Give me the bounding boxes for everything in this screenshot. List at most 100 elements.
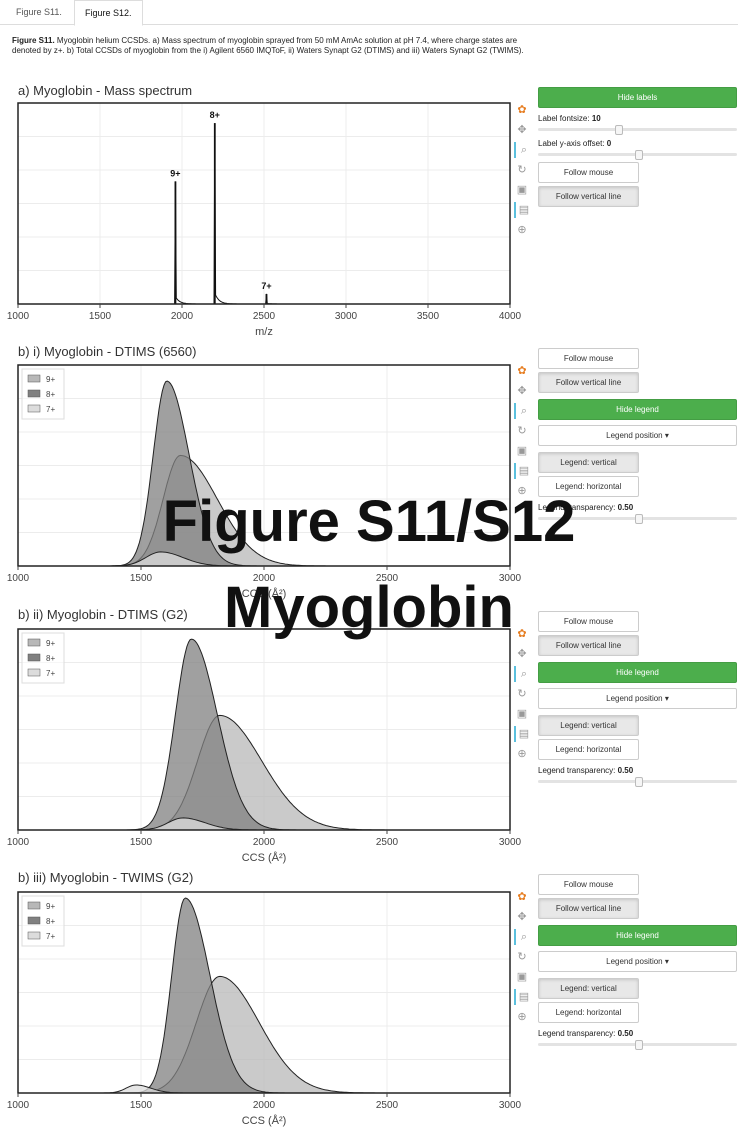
legend-horizontal-button[interactable]: Legend: horizontal (538, 739, 639, 760)
hide-labels-button[interactable]: Hide labels (538, 87, 737, 108)
label-fontsize-slider[interactable] (538, 125, 737, 135)
caption-text: Myoglobin helium CCSDs. a) Mass spectrum… (12, 36, 524, 55)
follow-vertical-line-button[interactable]: Follow vertical line (538, 898, 639, 919)
toolbar-b2: ✿ ✥ ⌕ ↻ ▣ ▤ ⊕ (512, 624, 532, 766)
pan-icon[interactable]: ✥ (517, 648, 527, 660)
legend-swatch (27, 374, 41, 383)
tab-figure-s12[interactable]: Figure S12. (74, 0, 143, 26)
legend: 9+ 8+ 7+ (21, 632, 65, 684)
legend-position-dropdown[interactable]: Legend position ▾ (538, 425, 737, 446)
follow-mouse-button[interactable]: Follow mouse (538, 874, 639, 895)
zoom-icon[interactable]: ⌕ (514, 929, 532, 945)
follow-mouse-button[interactable]: Follow mouse (538, 162, 639, 183)
x-tick-label: 2000 (171, 311, 194, 322)
toolbar-b3: ✿ ✥ ⌕ ↻ ▣ ▤ ⊕ (512, 887, 532, 1029)
peak-label: 9+ (170, 168, 180, 178)
legend-transparency-label: Legend transparency: 0.50 (538, 503, 737, 512)
crosshair-icon[interactable]: ⊕ (517, 1011, 527, 1023)
chart-title-b1: b) i) Myoglobin - DTIMS (6560) (18, 344, 197, 359)
x-tick-label: 1000 (7, 311, 30, 322)
mass-spectrum-chart[interactable]: 9+ 8+ 7+ 1000 1500 2000 2500 3000 3500 4000 m/z (0, 98, 530, 340)
legend-label: 8+ (46, 390, 55, 399)
zoom-icon[interactable]: ⌕ (514, 666, 532, 682)
color-wheel-icon[interactable]: ✿ (517, 104, 527, 116)
reset-icon[interactable]: ↻ (517, 164, 527, 176)
hover-icon[interactable]: ▤ (514, 202, 532, 218)
hide-legend-button[interactable]: Hide legend (538, 399, 737, 420)
legend-transparency-slider[interactable] (538, 514, 737, 524)
x-tick-label: 4000 (499, 311, 522, 322)
legend: 9+ 8+ 7+ (21, 895, 65, 947)
crosshair-icon[interactable]: ⊕ (517, 485, 527, 497)
follow-mouse-button[interactable]: Follow mouse (538, 611, 639, 632)
hide-legend-button[interactable]: Hide legend (538, 925, 737, 946)
save-icon[interactable]: ▣ (516, 184, 528, 196)
color-wheel-icon[interactable]: ✿ (517, 628, 527, 640)
legend-transparency-text: Legend transparency: (538, 503, 616, 512)
legend-label: 7+ (46, 405, 55, 414)
legend-transparency-slider[interactable] (538, 777, 737, 787)
follow-vertical-line-button[interactable]: Follow vertical line (538, 635, 639, 656)
hide-legend-button[interactable]: Hide legend (538, 662, 737, 683)
zoom-icon[interactable]: ⌕ (514, 403, 532, 419)
tab-bar: Figure S11. Figure S12. (0, 0, 738, 26)
legend-label: 7+ (46, 669, 55, 678)
x-tick-label: 2000 (253, 837, 276, 848)
slider-knob[interactable] (614, 125, 623, 135)
chart-b2-container: 9+ 8+ 7+ 1000 1500 2000 2500 3000 CCS (Å²) (0, 624, 530, 866)
legend-transparency-value: 0.50 (617, 766, 634, 775)
panel-b1: Follow mouse Follow vertical line Hide l… (538, 348, 737, 526)
legend-horizontal-button[interactable]: Legend: horizontal (538, 1002, 639, 1023)
save-icon[interactable]: ▣ (516, 971, 528, 983)
pan-icon[interactable]: ✥ (517, 385, 527, 397)
hover-icon[interactable]: ▤ (514, 726, 532, 742)
follow-mouse-button[interactable]: Follow mouse (538, 348, 639, 369)
chart-a-container: 9+ 8+ 7+ 1000 1500 2000 2500 3000 3500 4000 m/z (0, 98, 530, 340)
legend-vertical-button[interactable]: Legend: vertical (538, 978, 639, 999)
chart-b3-container: 9+ 8+ 7+ 1000 1500 2000 2500 3000 CCS (Å²) (0, 887, 530, 1129)
twims-g2-chart[interactable]: 9+ 8+ 7+ 1000 1500 2000 2500 3000 CCS (Å²) (0, 887, 530, 1129)
label-offset-label: Label y-axis offset: 0 (538, 139, 737, 148)
legend-transparency-slider[interactable] (538, 1040, 737, 1050)
legend-transparency-value: 0.50 (617, 1029, 634, 1038)
legend-label: 7+ (46, 932, 55, 941)
x-tick-label: 3500 (417, 311, 440, 322)
chart-title-b3: b) iii) Myoglobin - TWIMS (G2) (18, 870, 194, 885)
legend-horizontal-button[interactable]: Legend: horizontal (538, 476, 639, 497)
save-icon[interactable]: ▣ (516, 708, 528, 720)
legend-transparency-label: Legend transparency: 0.50 (538, 766, 737, 775)
reset-icon[interactable]: ↻ (517, 425, 527, 437)
legend-position-dropdown[interactable]: Legend position ▾ (538, 951, 737, 972)
caption-bold: Figure S11. (12, 36, 55, 45)
pan-icon[interactable]: ✥ (517, 124, 527, 136)
color-wheel-icon[interactable]: ✿ (517, 891, 527, 903)
slider-knob[interactable] (634, 777, 643, 787)
dtims-6560-chart[interactable]: 9+ 8+ 7+ 1000 1500 2000 2500 3000 CCS (Å²) (0, 360, 530, 602)
legend-vertical-button[interactable]: Legend: vertical (538, 452, 639, 473)
reset-icon[interactable]: ↻ (517, 951, 527, 963)
hover-icon[interactable]: ▤ (514, 463, 532, 479)
slider-knob[interactable] (634, 514, 643, 524)
zoom-icon[interactable]: ⌕ (514, 142, 532, 158)
x-tick-label: 1500 (130, 837, 153, 848)
follow-vertical-line-button[interactable]: Follow vertical line (538, 372, 639, 393)
panel-b2: Follow mouse Follow vertical line Hide l… (538, 611, 737, 789)
save-icon[interactable]: ▣ (516, 445, 528, 457)
tab-figure-s11[interactable]: Figure S11. (16, 7, 62, 17)
slider-knob[interactable] (634, 150, 643, 160)
x-axis-label: m/z (255, 326, 273, 338)
crosshair-icon[interactable]: ⊕ (517, 748, 527, 760)
color-wheel-icon[interactable]: ✿ (517, 365, 527, 377)
hover-icon[interactable]: ▤ (514, 989, 532, 1005)
slider-knob[interactable] (634, 1040, 643, 1050)
legend-position-dropdown[interactable]: Legend position ▾ (538, 688, 737, 709)
reset-icon[interactable]: ↻ (517, 688, 527, 700)
dtims-g2-chart[interactable]: 9+ 8+ 7+ 1000 1500 2000 2500 3000 CCS (Å²) (0, 624, 530, 866)
legend-vertical-button[interactable]: Legend: vertical (538, 715, 639, 736)
follow-vertical-line-button[interactable]: Follow vertical line (538, 186, 639, 207)
label-offset-slider[interactable] (538, 150, 737, 160)
legend-swatch (27, 668, 41, 677)
crosshair-icon[interactable]: ⊕ (517, 224, 527, 236)
panel-a: Hide labels Label fontsize: 10 Label y-a… (538, 87, 737, 210)
pan-icon[interactable]: ✥ (517, 911, 527, 923)
